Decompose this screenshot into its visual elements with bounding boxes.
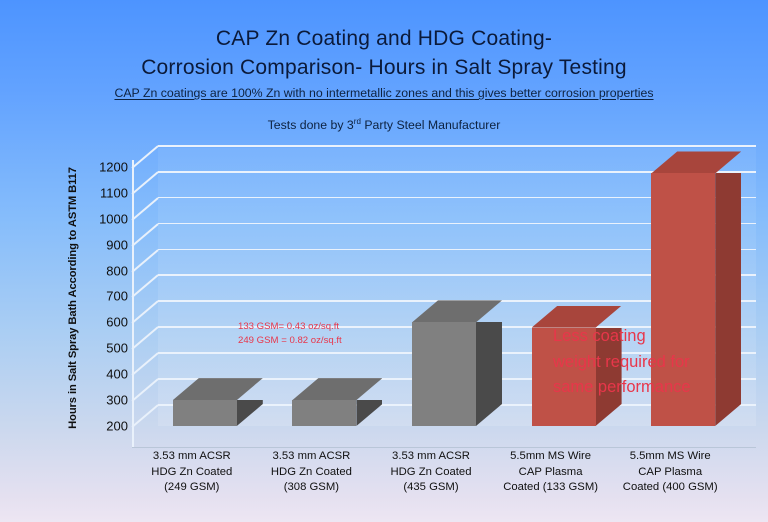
x-axis-label-line: (435 GSM) [403,481,459,493]
x-axis-category-label: 5.5mm MS Wire CAP Plasma Coated (400 GSM) [610,449,730,496]
y-axis-tick-label: 400 [106,366,128,382]
plot-area [131,144,756,448]
x-axis-label-line: Coated (400 GSM) [622,481,718,493]
grid-riser [131,171,159,195]
bar-top-face [172,378,263,401]
x-axis-category-label: 5.5mm MS Wire CAP Plasma Coated (133 GSM) [491,449,611,496]
grid-line [158,170,756,173]
x-axis-label-line: 3.53 mm ACSR [152,450,231,462]
grid-riser [131,196,159,221]
subtitle: CAP Zn coatings are 100% Zn with no inte… [0,85,768,101]
x-axis-label-line: HDG Zn Coated [151,465,233,478]
tests-note-before: Tests done by 3 [267,118,354,133]
gsm-conversion-line-2: 249 GSM = 0.82 oz/sq.ft [238,335,342,346]
grid-riser [131,222,159,247]
y-axis-title-text: Hours in Salt Spray Bath According to AS… [67,167,79,429]
grid-riser [131,326,159,350]
y-axis-line [132,160,134,448]
y-axis-tick-label: 700 [106,288,128,304]
grid-line [158,222,756,225]
x-axis-label-line: 3.53 mm ACSR [272,450,351,462]
x-axis-label-line: HDG Zn Coated [270,465,352,478]
bar-column [292,378,383,426]
grid-riser [131,404,159,428]
title-line-1: CAP Zn Coating and HDG Coating- [215,27,553,50]
y-axis-tick-label: 1200 [99,159,128,175]
bar-side-face [476,322,502,426]
callout-note: Less coating weight required for same pe… [553,327,691,396]
tests-note-after: Party Steel Manufacturer [360,118,501,133]
bar-column [531,305,622,426]
y-axis-tick-labels: 200 300 400 500 600 700 800 900 1000 1100 1200 [84,148,128,448]
grid-riser [131,145,159,169]
y-axis-tick-label: 1000 [99,211,128,227]
grid-riser [131,300,159,324]
x-axis-label-line: (308 GSM) [283,481,340,493]
bar-side-face [236,400,263,426]
bar-top-face [412,300,502,323]
bar-front-face [412,322,476,426]
page-title: CAP Zn Coating and HDG Coating- Corrosio… [0,24,768,82]
gsm-conversion-note: 133 GSM= 0.43 oz/sq.ft 249 GSM = 0.82 oz… [238,320,342,348]
bar-side-face [715,173,742,426]
y-axis-tick-label: 500 [106,340,128,356]
y-axis-title: Hours in Salt Spray Bath According to AS… [64,148,82,448]
grid-line [158,196,756,199]
grid-line [158,274,756,277]
bar-column [412,300,502,426]
bar-front-face [172,400,237,426]
grid-riser [131,274,159,298]
bar-top-face [531,305,622,328]
grid-line [158,248,756,251]
x-axis-label-line: Coated (133 GSM) [503,481,598,493]
gsm-conversion-line-1: 133 GSM= 0.43 oz/sq.ft [238,321,340,332]
bar-top-face [292,378,383,401]
bar-top-face [651,151,742,174]
x-axis-label-line: (249 GSM) [164,481,220,493]
x-axis-category-label: 3.53 mm ACSR HDG Zn Coated (435 GSM) [371,449,491,496]
bar-front-face [531,327,596,426]
x-axis-label-line: 5.5mm MS Wire [629,450,711,462]
y-axis-tick-label: 600 [106,314,128,330]
grid-riser [131,352,159,376]
bar-front-face [292,400,357,426]
bar-column [172,378,263,426]
y-axis-tick-label: 300 [106,392,128,408]
x-axis-label-line: HDG Zn Coated [390,465,472,478]
x-axis-label-line: CAP Plasma [518,465,583,478]
tests-note-ordinal: rd [353,117,361,126]
y-axis-tick-label: 200 [106,418,128,434]
y-axis-tick-label: 900 [106,237,128,253]
subtitle-text: CAP Zn coatings are 100% Zn with no inte… [114,86,654,100]
x-axis-label-line: 5.5mm MS Wire [510,450,592,462]
x-axis-category-label: 3.53 mm ACSR HDG Zn Coated (308 GSM) [252,449,372,496]
x-axis-label-line: 3.53 mm ACSR [392,450,470,462]
y-axis-tick-label: 1100 [100,185,128,201]
x-axis-category-labels: 3.53 mm ACSR HDG Zn Coated (249 GSM) 3.53 m… [132,449,760,505]
grid-riser [131,378,159,402]
tests-note: Tests done by 3rd Party Steel Manufactur… [0,117,768,132]
x-axis-label-line: CAP Plasma [638,465,703,478]
y-axis-tick-label: 800 [106,263,128,279]
bar-side-face [356,400,383,426]
bar-front-face [651,173,716,426]
bar-column [651,151,742,426]
title-line-2: Corrosion Comparison- Hours in Salt Spra… [141,56,627,79]
x-axis-line [132,447,756,448]
grid-line [158,144,756,147]
x-axis-category-label: 3.53 mm ACSR HDG Zn Coated (249 GSM) [132,449,252,496]
grid-riser [131,248,159,273]
bar-chart: Hours in Salt Spray Bath According to AS… [67,144,758,466]
